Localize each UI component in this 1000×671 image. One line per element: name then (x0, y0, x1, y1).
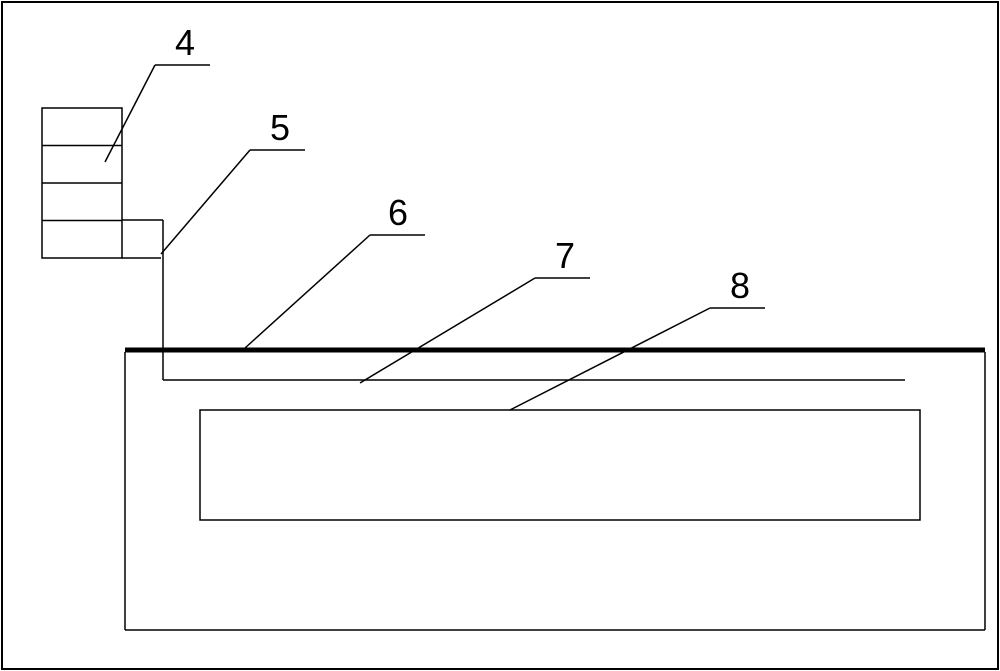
diagram-svg (0, 0, 1000, 671)
label-4: 4 (175, 22, 195, 64)
label-8: 8 (730, 265, 750, 307)
label-5: 5 (270, 107, 290, 149)
inner-rect (200, 410, 920, 520)
callout-7-leader (360, 278, 535, 383)
callout-4-leader (105, 65, 155, 162)
callout-8-leader (510, 308, 710, 410)
label-7: 7 (555, 235, 575, 277)
callout-5-leader (161, 150, 250, 254)
label-6: 6 (388, 192, 408, 234)
diagram-container: 4 5 6 7 8 (0, 0, 1000, 671)
outer-container (125, 352, 985, 630)
callout-6-leader (245, 235, 370, 348)
outer-frame (2, 2, 998, 669)
stacked-block (42, 108, 122, 258)
pipe-path (122, 220, 905, 380)
